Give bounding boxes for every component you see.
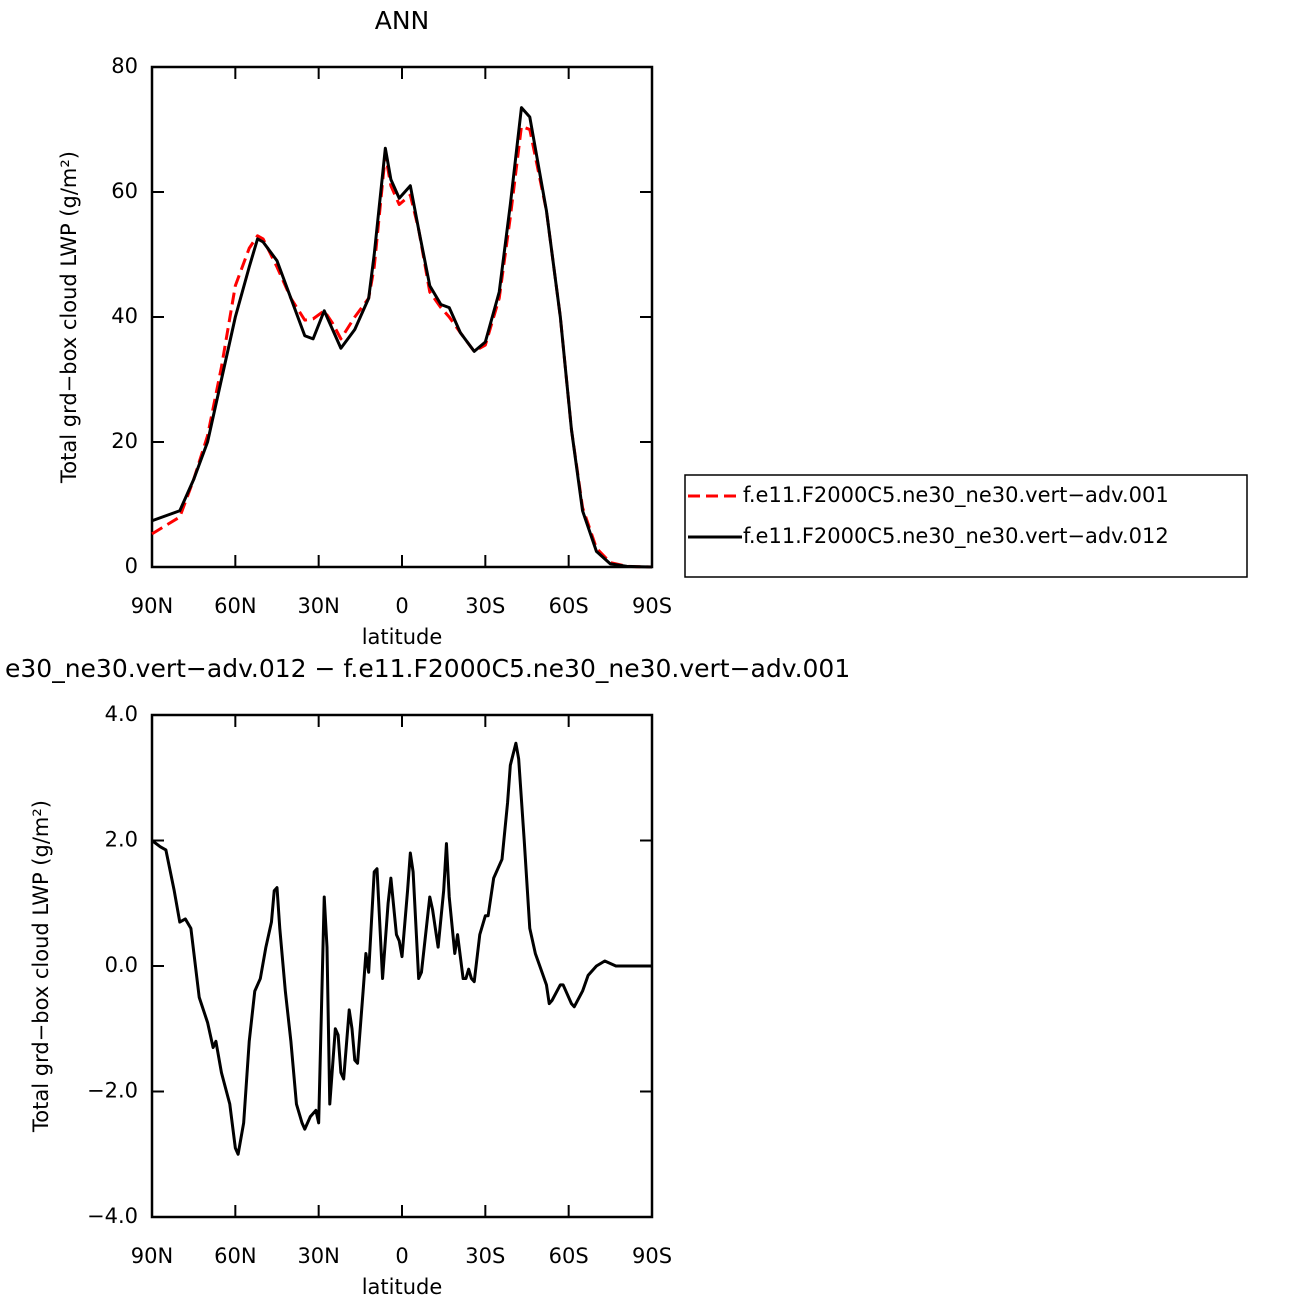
x-axis-label: latitude bbox=[362, 625, 443, 649]
y-tick-label: 40 bbox=[111, 304, 138, 328]
y-tick-label: 2.0 bbox=[105, 828, 138, 852]
data-line bbox=[151, 741, 652, 1156]
x-tick-label: 0 bbox=[395, 1244, 408, 1268]
y-tick-label: 60 bbox=[111, 179, 138, 203]
x-tick-label: 30S bbox=[465, 594, 505, 618]
x-tick-label: 90N bbox=[131, 1244, 173, 1268]
x-tick-label: 30N bbox=[297, 1244, 339, 1268]
y-tick-label: 20 bbox=[111, 429, 138, 453]
y-axis-label: Total grd−box cloud LWP (g/m²) bbox=[29, 800, 53, 1133]
plot-frame bbox=[150, 65, 654, 569]
chart-title: e30_ne30.vert−adv.012 − f.e11.F2000C5.ne… bbox=[5, 654, 850, 683]
y-tick-label: 0.0 bbox=[105, 953, 138, 977]
y-tick-label: −4.0 bbox=[87, 1204, 138, 1228]
y-tick-label: 4.0 bbox=[105, 702, 138, 726]
x-axis-label: latitude bbox=[362, 1275, 443, 1299]
y-axis-label: Total grd−box cloud LWP (g/m²) bbox=[57, 151, 81, 484]
data-line bbox=[151, 106, 653, 569]
x-tick-label: 0 bbox=[395, 594, 408, 618]
x-tick-label: 60S bbox=[549, 594, 589, 618]
x-tick-label: 60S bbox=[549, 1244, 589, 1268]
y-tick-label: 80 bbox=[111, 54, 138, 78]
y-tick-label: −2.0 bbox=[87, 1079, 138, 1103]
plot-frame bbox=[150, 713, 654, 1219]
x-tick-label: 30S bbox=[465, 1244, 505, 1268]
x-tick-label: 30N bbox=[297, 594, 339, 618]
x-tick-label: 90N bbox=[131, 594, 173, 618]
x-tick-label: 90S bbox=[632, 1244, 672, 1268]
y-tick-label: 0 bbox=[125, 554, 138, 578]
legend-box bbox=[684, 474, 1248, 578]
x-tick-label: 60N bbox=[214, 1244, 256, 1268]
data-line bbox=[151, 124, 653, 569]
legend-label: f.e11.F2000C5.ne30_ne30.vert−adv.012 bbox=[743, 524, 1169, 549]
x-tick-label: 60N bbox=[214, 594, 256, 618]
chart-title: ANN bbox=[375, 6, 430, 35]
x-tick-label: 90S bbox=[632, 594, 672, 618]
legend-label: f.e11.F2000C5.ne30_ne30.vert−adv.001 bbox=[743, 483, 1169, 508]
